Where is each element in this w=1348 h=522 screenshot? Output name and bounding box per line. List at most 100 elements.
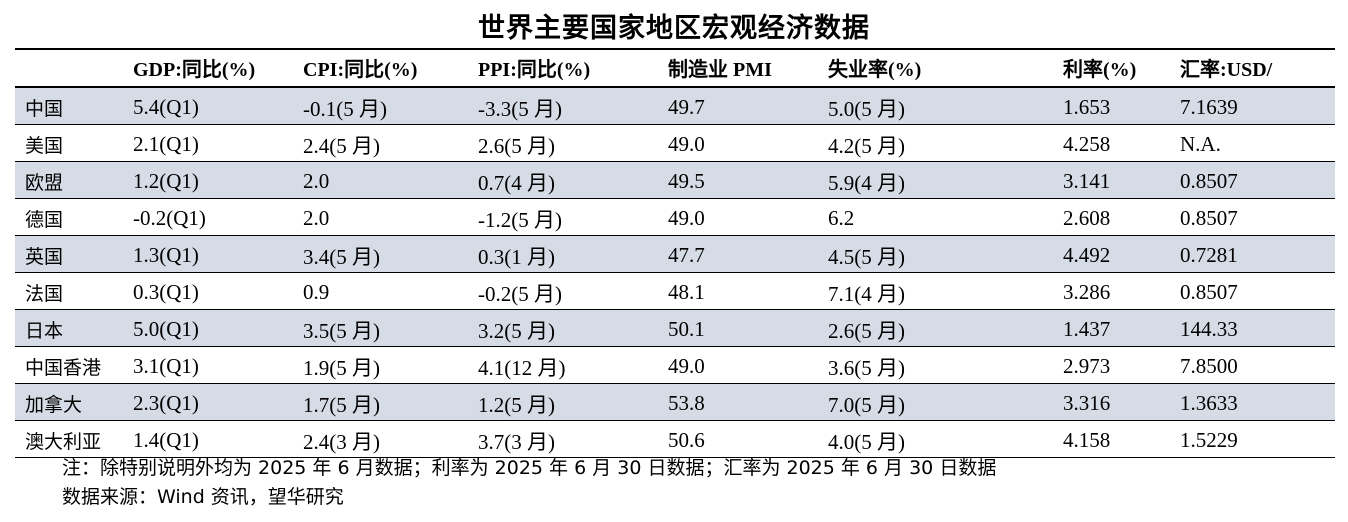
unemployment-cell: 4.2(5 月) — [828, 124, 1063, 162]
exchange-rate-cell: 144.33 — [1180, 309, 1335, 347]
unemployment-cell: 7.1(4 月) — [828, 272, 1063, 310]
pmi-cell: 49.0 — [668, 124, 828, 162]
cpi-cell: 0.9 — [303, 272, 478, 310]
footnote-note: 注：除特别说明外均为 2025 年 6 月数据；利率为 2025 年 6 月 3… — [62, 457, 997, 479]
exchange-rate-cell: 1.3633 — [1180, 383, 1335, 421]
region-cell: 日本 — [15, 309, 133, 347]
gdp-cell: 2.1(Q1) — [133, 124, 303, 162]
gdp-cell: -0.2(Q1) — [133, 198, 303, 236]
gdp-cell: 1.2(Q1) — [133, 161, 303, 199]
gdp-cell: 5.4(Q1) — [133, 87, 303, 125]
cpi-cell: 2.4(3 月) — [303, 420, 478, 458]
cpi-cell: 2.0 — [303, 161, 478, 199]
header-cpi: CPI:同比(%) — [303, 48, 478, 88]
cpi-cell: 3.4(5 月) — [303, 235, 478, 273]
interest-rate-cell: 1.437 — [1063, 309, 1180, 347]
interest-rate-cell: 4.492 — [1063, 235, 1180, 273]
region-cell: 德国 — [15, 198, 133, 236]
header-gdp: GDP:同比(%) — [133, 48, 303, 88]
cpi-cell: 3.5(5 月) — [303, 309, 478, 347]
pmi-cell: 49.0 — [668, 346, 828, 384]
gdp-cell: 1.3(Q1) — [133, 235, 303, 273]
exchange-rate-cell: 0.7281 — [1180, 235, 1335, 273]
table-row: 英国 1.3(Q1) 3.4(5 月) 0.3(1 月) 47.7 4.5(5 月) 4.4… — [15, 235, 1335, 273]
interest-rate-cell: 2.608 — [1063, 198, 1180, 236]
unemployment-cell: 5.9(4 月) — [828, 161, 1063, 199]
cpi-cell: 1.7(5 月) — [303, 383, 478, 421]
region-cell: 美国 — [15, 124, 133, 162]
gdp-cell: 3.1(Q1) — [133, 346, 303, 384]
header-region — [15, 48, 133, 88]
region-cell: 欧盟 — [15, 161, 133, 199]
cpi-cell: 1.9(5 月) — [303, 346, 478, 384]
interest-rate-cell: 1.653 — [1063, 87, 1180, 125]
header-ppi: PPI:同比(%) — [478, 48, 668, 88]
table-row: 美国 2.1(Q1) 2.4(5 月) 2.6(5 月) 49.0 4.2(5 月) 4.2… — [15, 124, 1335, 162]
pmi-cell: 49.0 — [668, 198, 828, 236]
gdp-cell: 1.4(Q1) — [133, 420, 303, 458]
table-row: 法国 0.3(Q1) 0.9 -0.2(5 月) 48.1 7.1(4 月) 3.286 0.… — [15, 272, 1335, 310]
interest-rate-cell: 4.158 — [1063, 420, 1180, 458]
region-cell: 英国 — [15, 235, 133, 273]
region-cell: 加拿大 — [15, 383, 133, 421]
header-interest-rate: 利率(%) — [1063, 48, 1180, 88]
gdp-cell: 2.3(Q1) — [133, 383, 303, 421]
ppi-cell: -3.3(5 月) — [478, 87, 668, 125]
table-row: 欧盟 1.2(Q1) 2.0 0.7(4 月) 49.5 5.9(4 月) 3.141 0.8… — [15, 161, 1335, 199]
cpi-cell: 2.4(5 月) — [303, 124, 478, 162]
ppi-cell: 1.2(5 月) — [478, 383, 668, 421]
unemployment-cell: 4.0(5 月) — [828, 420, 1063, 458]
interest-rate-cell: 3.286 — [1063, 272, 1180, 310]
unemployment-cell: 6.2 — [828, 198, 1063, 236]
pmi-cell: 53.8 — [668, 383, 828, 421]
ppi-cell: 0.7(4 月) — [478, 161, 668, 199]
region-cell: 中国 — [15, 87, 133, 125]
region-cell: 澳大利亚 — [15, 420, 133, 458]
table-header-row: GDP:同比(%) CPI:同比(%) PPI:同比(%) 制造业 PMI 失业率(%)… — [15, 48, 1335, 88]
ppi-cell: -1.2(5 月) — [478, 198, 668, 236]
ppi-cell: 2.6(5 月) — [478, 124, 668, 162]
gdp-cell: 0.3(Q1) — [133, 272, 303, 310]
cpi-cell: -0.1(5 月) — [303, 87, 478, 125]
exchange-rate-cell: 0.8507 — [1180, 161, 1335, 199]
table-row: 日本 5.0(Q1) 3.5(5 月) 3.2(5 月) 50.1 2.6(5 月) 1.4… — [15, 309, 1335, 347]
table-row: 澳大利亚 1.4(Q1) 2.4(3 月) 3.7(3 月) 50.6 4.0(5 月) 4… — [15, 420, 1335, 458]
macro-data-table-container: GDP:同比(%) CPI:同比(%) PPI:同比(%) 制造业 PMI 失业率(%)… — [15, 48, 1335, 458]
unemployment-cell: 5.0(5 月) — [828, 87, 1063, 125]
macro-data-table: GDP:同比(%) CPI:同比(%) PPI:同比(%) 制造业 PMI 失业率(%)… — [15, 48, 1335, 458]
header-unemployment: 失业率(%) — [828, 48, 1063, 88]
pmi-cell: 47.7 — [668, 235, 828, 273]
interest-rate-cell: 3.141 — [1063, 161, 1180, 199]
table-row: 中国 5.4(Q1) -0.1(5 月) -3.3(5 月) 49.7 5.0(5 月) 1… — [15, 87, 1335, 125]
cpi-cell: 2.0 — [303, 198, 478, 236]
table-body: 中国 5.4(Q1) -0.1(5 月) -3.3(5 月) 49.7 5.0(5 月) 1… — [15, 87, 1335, 458]
ppi-cell: 0.3(1 月) — [478, 235, 668, 273]
page-title: 世界主要国家地区宏观经济数据 — [478, 13, 870, 44]
pmi-cell: 50.6 — [668, 420, 828, 458]
exchange-rate-cell: 1.5229 — [1180, 420, 1335, 458]
exchange-rate-cell: 7.8500 — [1180, 346, 1335, 384]
exchange-rate-cell: 0.8507 — [1180, 198, 1335, 236]
gdp-cell: 5.0(Q1) — [133, 309, 303, 347]
exchange-rate-cell: 7.1639 — [1180, 87, 1335, 125]
pmi-cell: 48.1 — [668, 272, 828, 310]
region-cell: 法国 — [15, 272, 133, 310]
interest-rate-cell: 2.973 — [1063, 346, 1180, 384]
pmi-cell: 49.7 — [668, 87, 828, 125]
interest-rate-cell: 3.316 — [1063, 383, 1180, 421]
unemployment-cell: 7.0(5 月) — [828, 383, 1063, 421]
table-row: 加拿大 2.3(Q1) 1.7(5 月) 1.2(5 月) 53.8 7.0(5 月) 3.… — [15, 383, 1335, 421]
ppi-cell: 4.1(12 月) — [478, 346, 668, 384]
unemployment-cell: 2.6(5 月) — [828, 309, 1063, 347]
header-exchange-rate: 汇率:USD/ — [1180, 48, 1335, 88]
ppi-cell: 3.7(3 月) — [478, 420, 668, 458]
exchange-rate-cell: 0.8507 — [1180, 272, 1335, 310]
table-row: 中国香港 3.1(Q1) 1.9(5 月) 4.1(12 月) 49.0 3.6(5 月)… — [15, 346, 1335, 384]
ppi-cell: -0.2(5 月) — [478, 272, 668, 310]
unemployment-cell: 4.5(5 月) — [828, 235, 1063, 273]
pmi-cell: 49.5 — [668, 161, 828, 199]
header-pmi: 制造业 PMI — [668, 48, 828, 88]
footnotes: 注：除特别说明外均为 2025 年 6 月数据；利率为 2025 年 6 月 3… — [62, 454, 996, 512]
unemployment-cell: 3.6(5 月) — [828, 346, 1063, 384]
ppi-cell: 3.2(5 月) — [478, 309, 668, 347]
